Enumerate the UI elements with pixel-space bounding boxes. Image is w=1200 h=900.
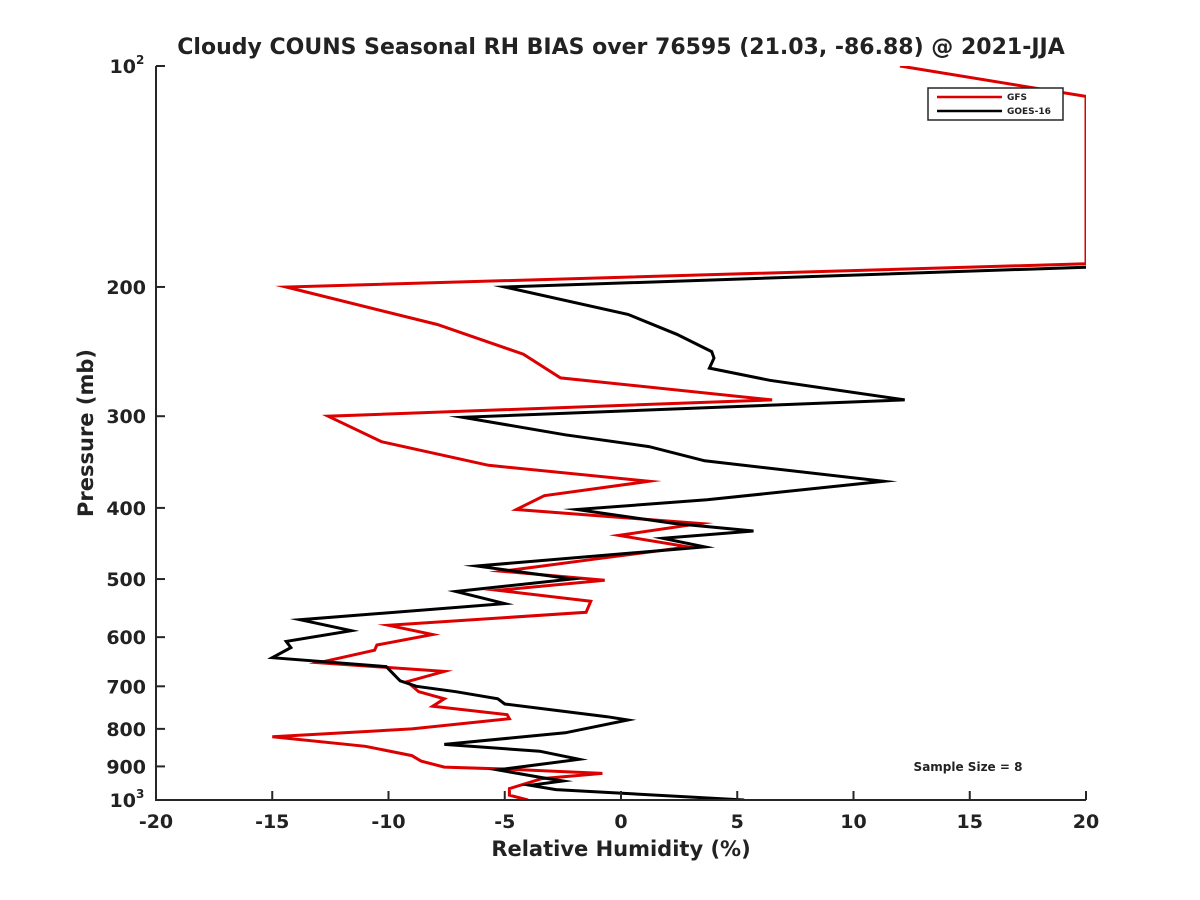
- x-axis-label: Relative Humidity (%): [491, 837, 750, 861]
- series-line-goes16: [267, 265, 1086, 799]
- y-tick-exponent: 2: [136, 53, 144, 67]
- series-layer: [267, 66, 1086, 799]
- x-tick-label: -5: [494, 811, 515, 833]
- x-tick-label: 10: [840, 811, 866, 833]
- chart-title: Cloudy COUNS Seasonal RH BIAS over 76595…: [177, 35, 1064, 60]
- y-tick-label: 300: [106, 406, 146, 428]
- x-tick-label: -20: [139, 811, 173, 833]
- x-tick-label: 0: [614, 811, 627, 833]
- y-tick-label: 800: [106, 719, 146, 741]
- x-tick-label: 15: [957, 811, 983, 833]
- x-tick-label: -10: [371, 811, 405, 833]
- y-tick-exponent: 3: [136, 787, 144, 801]
- x-ticks: -20 -15 -10 -5 0 5 10 15 20: [139, 791, 1099, 833]
- y-tick-label: 500: [106, 569, 146, 591]
- y-tick-label: 600: [106, 627, 146, 649]
- y-tick-label: 700: [106, 676, 146, 698]
- y-tick-label: 200: [106, 277, 146, 299]
- sample-size-annotation: Sample Size = 8: [914, 760, 1023, 774]
- legend-label-gfs: GFS: [1007, 93, 1027, 103]
- y-tick-label: 10: [110, 56, 136, 78]
- legend-label-goes16: GOES-16: [1007, 107, 1051, 117]
- y-tick-label: 900: [106, 756, 146, 778]
- legend-box: [927, 87, 1064, 121]
- y-tick-label: 10: [110, 790, 136, 812]
- x-tick-label: 5: [731, 811, 744, 833]
- x-tick-label: 20: [1073, 811, 1099, 833]
- y-tick-label: 400: [106, 498, 146, 520]
- legend: GFS GOES-16: [927, 87, 1064, 121]
- x-tick-label: -15: [255, 811, 289, 833]
- series-line-gfs: [272, 66, 1086, 799]
- y-axis-label: Pressure (mb): [74, 349, 98, 517]
